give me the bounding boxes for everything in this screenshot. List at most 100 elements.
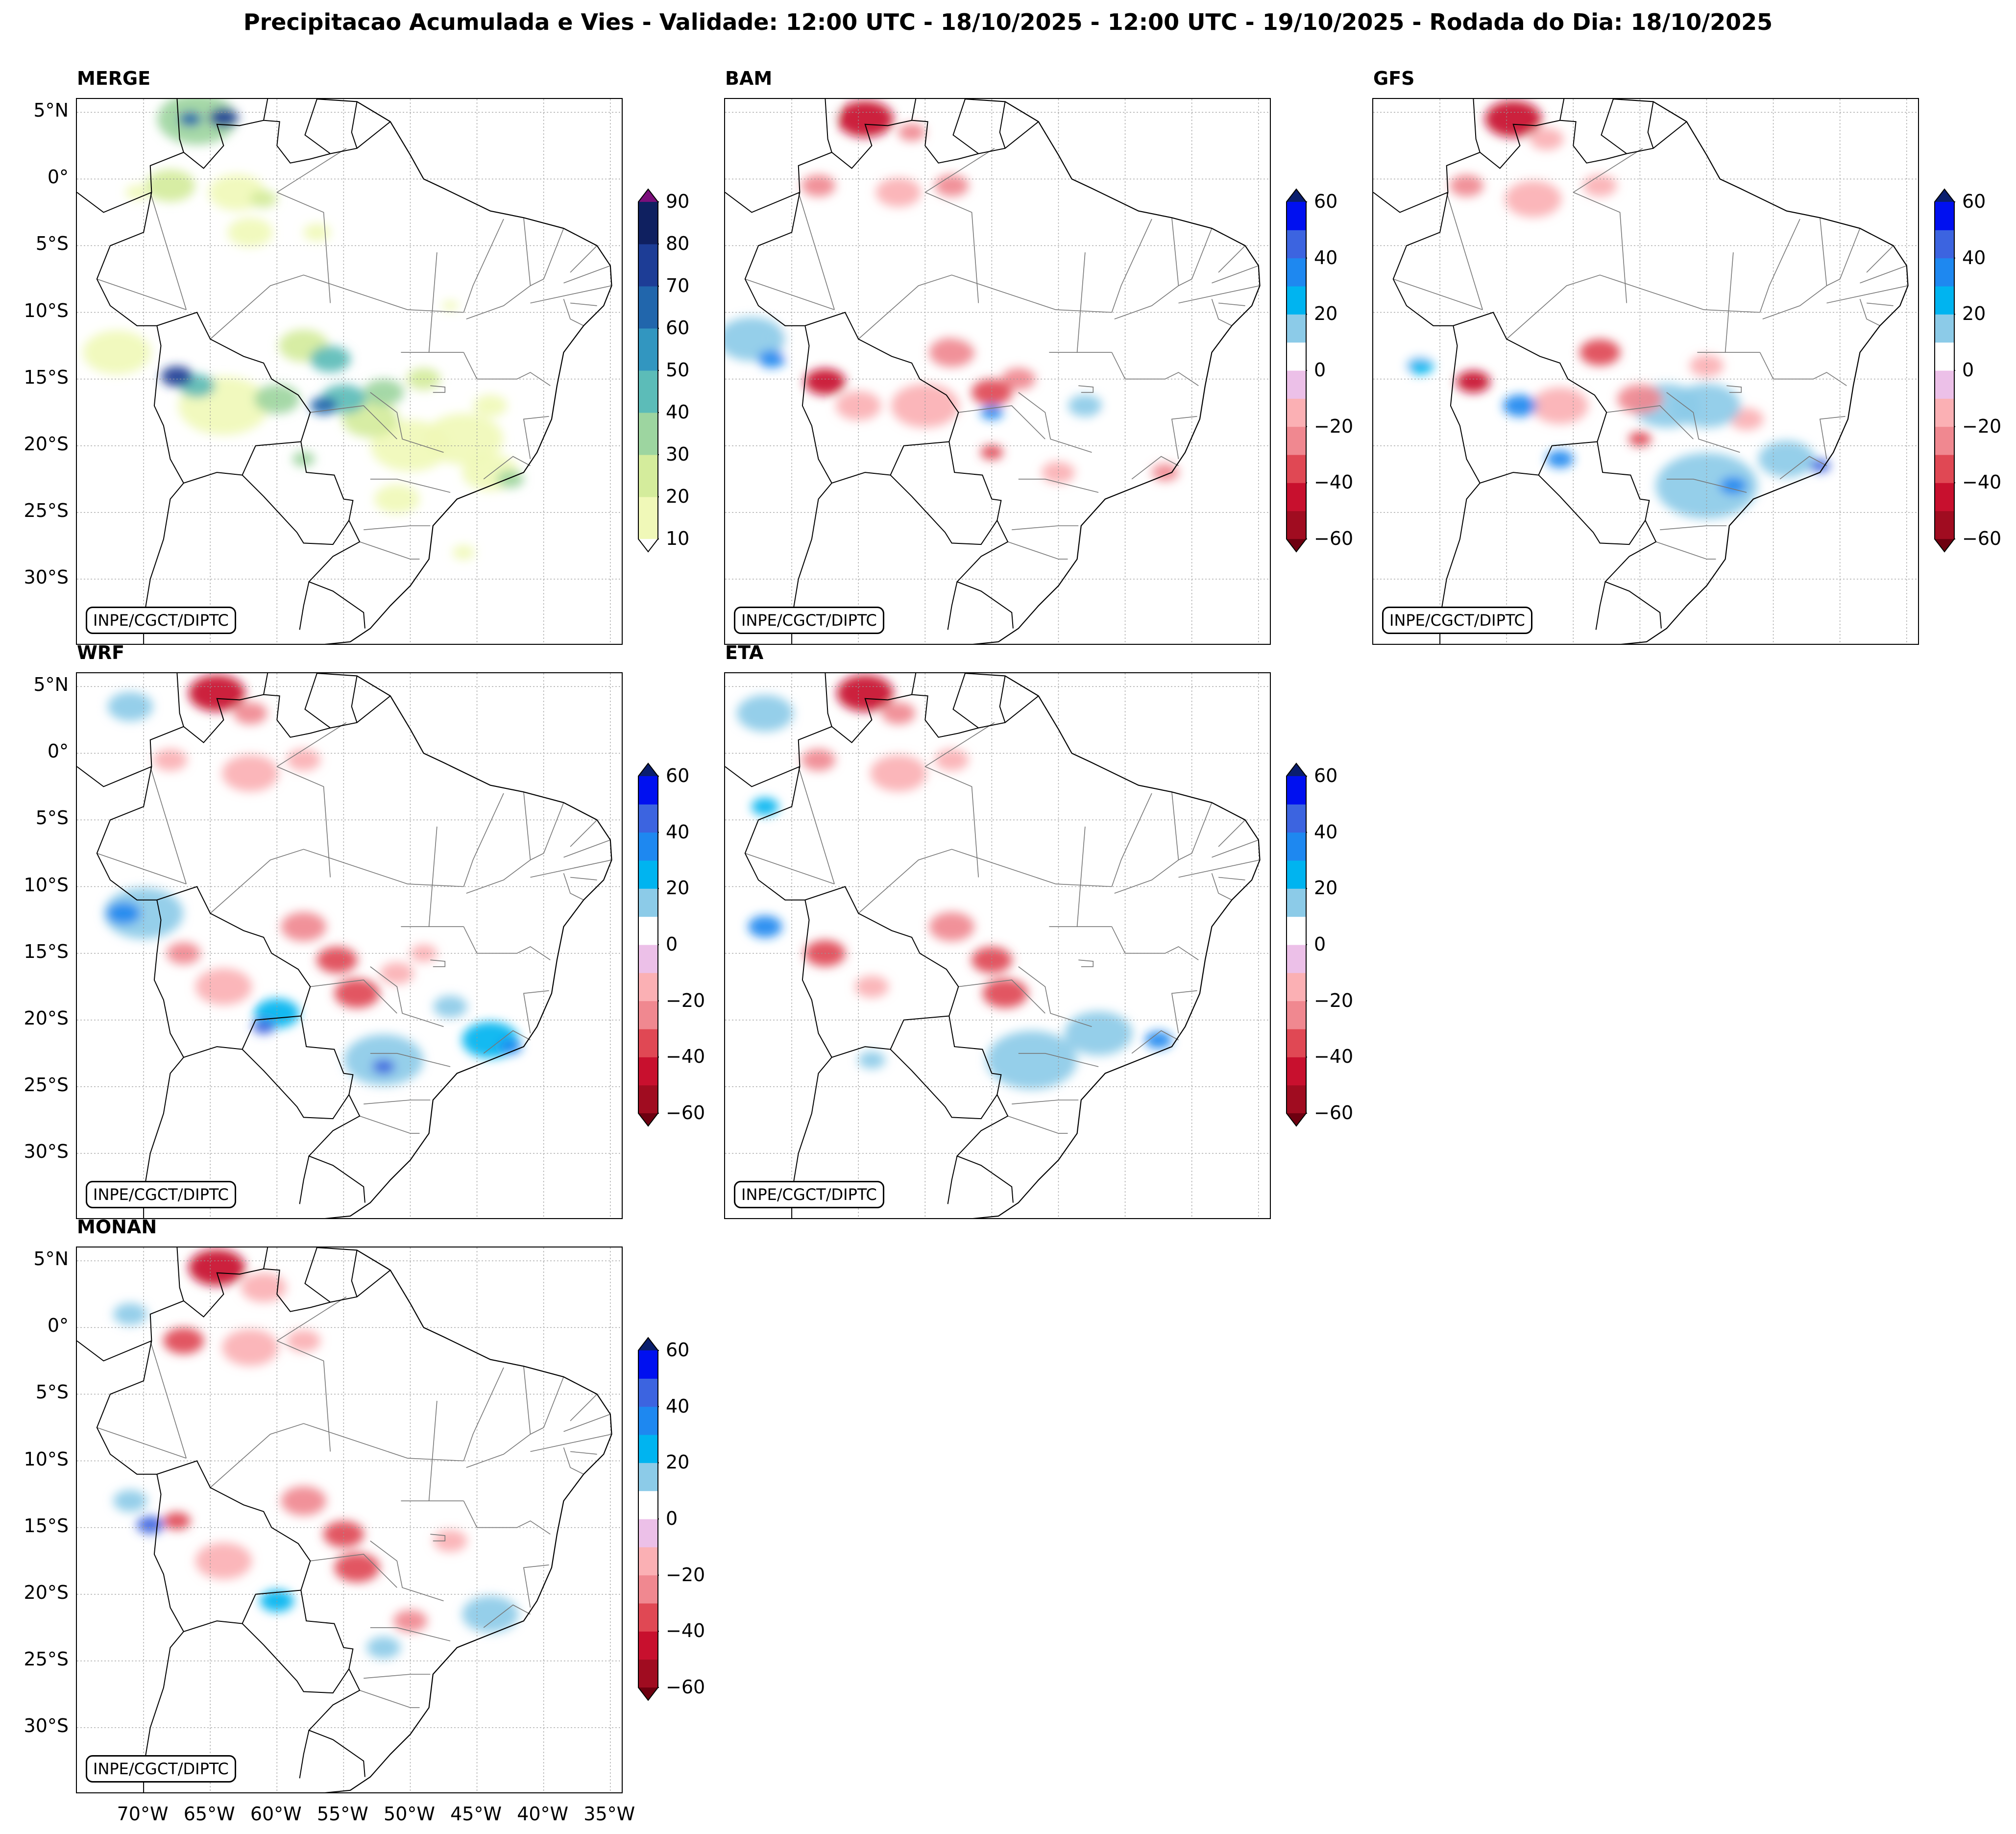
field-blob: [310, 345, 351, 372]
coastline: [964, 99, 1261, 644]
colorbar-graphic: [1286, 188, 1307, 553]
panel-title: WRF: [77, 642, 125, 663]
state-line: [1055, 883, 1112, 887]
state-line: [570, 302, 597, 306]
lat-tick-label: 0°: [47, 1315, 69, 1337]
country-border: [242, 1623, 350, 1694]
colorbar-extend-max: [1287, 763, 1306, 776]
state-line: [1211, 873, 1232, 901]
country-border: [825, 673, 832, 727]
field-blob: [758, 350, 786, 368]
field-blob: [233, 702, 267, 725]
colorbar-segment: [1287, 888, 1306, 917]
state-line: [407, 309, 464, 313]
colorbar-segment: [1287, 1057, 1306, 1086]
state-line: [359, 1689, 420, 1708]
colorbar-segment: [638, 455, 658, 497]
map-frame: INPE/CGCT/DIPTC: [724, 672, 1271, 1219]
field-blob: [837, 100, 894, 138]
field-blob: [496, 470, 524, 488]
country-border: [725, 766, 800, 787]
lat-tick-label: 5°N: [33, 1248, 69, 1270]
state-line: [1018, 1053, 1099, 1067]
state-line: [310, 1554, 397, 1588]
colorbar-tick-label: −20: [1314, 415, 1354, 437]
state-line: [1131, 1030, 1179, 1054]
field-blob: [982, 978, 1028, 1008]
state-line: [210, 1423, 408, 1488]
state-line: [1111, 793, 1152, 887]
lon-tick-label: 35°W: [583, 1803, 635, 1825]
state-line: [407, 883, 464, 887]
state-line: [1218, 877, 1245, 880]
state-line: [364, 525, 431, 530]
field-blob: [442, 300, 459, 311]
state-line: [924, 722, 995, 767]
state-line: [310, 405, 397, 440]
state-line: [530, 802, 564, 860]
country-border: [96, 694, 391, 1203]
state-line: [1111, 352, 1199, 386]
field-blob: [281, 912, 326, 942]
colorbar-bias: 60 40 20 0 −20 −40 −60: [1286, 762, 1364, 1127]
field-blob: [179, 111, 202, 126]
colorbar-segment: [638, 1435, 658, 1463]
state-line: [370, 1541, 444, 1602]
lat-tick-label: 30°S: [24, 1140, 69, 1162]
panel-title: MERGE: [77, 68, 151, 89]
colorbar-segment: [638, 945, 658, 973]
state-line: [149, 1341, 187, 1459]
panel-title: GFS: [1373, 68, 1415, 89]
colorbar-segment: [1287, 483, 1306, 512]
field-blob: [334, 1553, 380, 1583]
state-line: [463, 1367, 504, 1461]
country-border: [351, 1250, 358, 1297]
state-line: [858, 274, 1056, 340]
colorbar-segment: [1287, 776, 1306, 805]
field-blob: [241, 1272, 287, 1302]
coastline: [316, 673, 612, 1218]
state-line: [1078, 959, 1094, 967]
colorbar-segment: [1287, 286, 1306, 315]
field-blob: [935, 174, 969, 197]
state-boundaries: [1393, 148, 1908, 560]
data-field: [104, 675, 522, 1086]
credit-label: INPE/CGCT/DIPTC: [734, 1181, 884, 1208]
colorbar-segment: [638, 1463, 658, 1492]
colorbar-segment: [1935, 342, 1954, 371]
state-line: [483, 456, 531, 480]
state-line: [1111, 926, 1199, 960]
field-blob: [326, 1596, 361, 1619]
state-line: [1076, 252, 1086, 353]
colorbar-tick-label: 60: [666, 1339, 690, 1361]
colorbar-segment: [1935, 286, 1954, 315]
state-boundaries: [97, 1296, 612, 1708]
colorbar-graphic: [638, 1337, 659, 1701]
colorbar-tick-label: −60: [666, 1102, 705, 1124]
colorbar-tick-label: 0: [1314, 933, 1326, 955]
credit-label: INPE/CGCT/DIPTC: [86, 1755, 236, 1783]
country-border: [176, 673, 184, 727]
state-line: [370, 1053, 451, 1067]
field-blob: [929, 912, 974, 942]
colorbar-tick-label: 0: [1314, 359, 1326, 381]
colorbar-segment: [1287, 832, 1306, 861]
coastline: [316, 99, 612, 644]
country-border: [299, 1156, 310, 1204]
colorbar-segment: [638, 413, 658, 455]
lat-tick-label: 20°S: [24, 1581, 69, 1603]
colorbar-tick-label: 20: [666, 486, 690, 507]
colorbar-segment: [638, 286, 658, 329]
colorbar-tick-label: −40: [666, 1620, 705, 1642]
field-blob: [837, 675, 894, 712]
field-blob: [986, 1030, 1077, 1090]
field-blob: [323, 1521, 364, 1548]
country-borders: [77, 673, 612, 1218]
colorbar-extend-max: [638, 1338, 658, 1350]
country-border: [911, 99, 917, 121]
country-border: [999, 676, 1006, 723]
field-blob: [801, 174, 836, 197]
state-line: [97, 278, 187, 310]
field-blob: [748, 915, 782, 938]
state-line: [276, 148, 347, 193]
